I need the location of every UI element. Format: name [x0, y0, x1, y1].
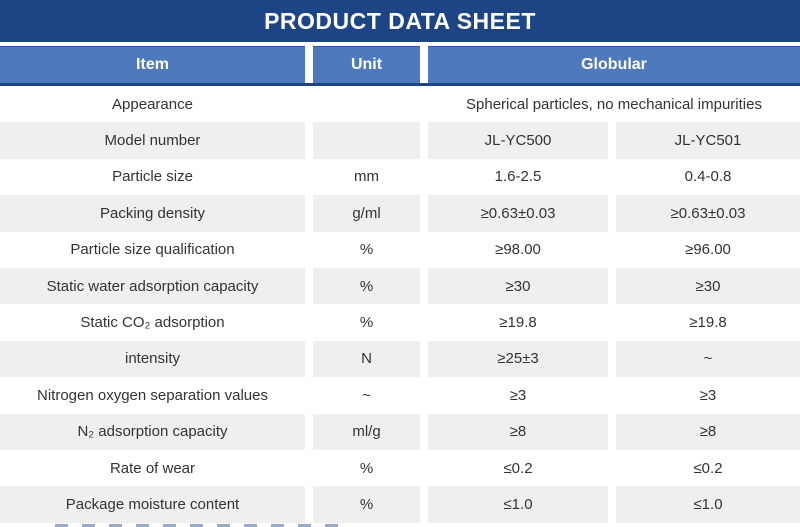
value-cell-yc500: ≤1.0	[428, 486, 608, 523]
header-unit: Unit	[313, 46, 420, 83]
value-cell-yc501: ≥0.63±0.03	[616, 195, 800, 232]
page-title: PRODUCT DATA SHEET	[264, 7, 536, 34]
title-header-divider	[0, 42, 800, 46]
header-globular: Globular	[428, 46, 800, 83]
item-cell: Packing density	[0, 195, 305, 232]
item-cell: Rate of wear	[109, 459, 196, 477]
value-cell-yc501: ≤0.2	[693, 459, 723, 477]
table-row: intensity N ≥25±3 ~	[0, 340, 800, 378]
unit-cell: %	[359, 314, 374, 332]
unit-cell: %	[359, 459, 374, 477]
table-header-row: Item Unit Globular	[0, 46, 800, 86]
value-cell-yc500: ≥19.8	[499, 314, 537, 332]
item-cell: Nitrogen oxygen separation values	[37, 386, 268, 404]
item-cell: Model number	[0, 122, 305, 159]
cutoff-next-section-fragment	[55, 524, 340, 527]
value-cell-yc500: ≥0.63±0.03	[428, 195, 608, 232]
value-cell-yc500: ≤0.2	[503, 459, 533, 477]
value-cell-yc501: JL-YC501	[616, 122, 800, 159]
table-row: Package moisture content % ≤1.0 ≤1.0	[0, 486, 800, 523]
value-cell-yc500: 1.6-2.5	[494, 168, 542, 186]
unit-cell: ~	[362, 386, 371, 404]
value-cell-yc500: ≥3	[509, 386, 527, 404]
item-cell: Package moisture content	[0, 486, 305, 523]
table-row: Nitrogen oxygen separation values ~ ≥3 ≥…	[0, 377, 800, 414]
title-bar: PRODUCT DATA SHEET	[0, 0, 800, 42]
unit-cell	[313, 86, 420, 122]
table-row: Model number JL-YC500 JL-YC501	[0, 122, 800, 159]
table-row: Static water adsorption capacity % ≥30 ≥…	[0, 267, 800, 305]
table-row: Particle size qualification % ≥98.00 ≥96…	[0, 231, 800, 268]
value-cell-yc501: ~	[616, 340, 800, 378]
value-cell-yc501: ≤1.0	[616, 486, 800, 523]
value-cell-yc501: ≥96.00	[685, 241, 731, 259]
unit-cell: %	[359, 241, 374, 259]
table-row-appearance: Appearance Spherical particles, no mecha…	[0, 86, 800, 123]
value-cell-yc501: ≥8	[616, 413, 800, 450]
table-row: Packing density g/ml ≥0.63±0.03 ≥0.63±0.…	[0, 195, 800, 232]
value-cell-yc501: 0.4-0.8	[684, 168, 732, 186]
unit-cell: %	[313, 486, 420, 523]
value-cell-yc500: JL-YC500	[428, 122, 608, 159]
item-cell: Particle size	[112, 168, 193, 186]
table-row: N₂ adsorption capacity ml/g ≥8 ≥8	[0, 413, 800, 450]
item-cell: Static CO₂ adsorption	[80, 314, 225, 332]
item-cell: N₂ adsorption capacity	[0, 413, 305, 450]
value-cell-yc501: ≥30	[616, 267, 800, 305]
item-cell: Appearance	[112, 95, 193, 113]
value-cell-span: Spherical particles, no mechanical impur…	[466, 95, 762, 113]
table-row: Static CO₂ adsorption % ≥19.8 ≥19.8	[0, 304, 800, 341]
unit-cell: N	[313, 340, 420, 378]
unit-cell: g/ml	[313, 195, 420, 232]
item-cell: Static water adsorption capacity	[0, 267, 305, 305]
unit-cell	[313, 122, 420, 159]
unit-cell: ml/g	[313, 413, 420, 450]
item-cell: intensity	[0, 340, 305, 378]
table-row: Particle size mm 1.6-2.5 0.4-0.8	[0, 158, 800, 196]
unit-cell: %	[313, 267, 420, 305]
value-cell-yc500: ≥30	[428, 267, 608, 305]
unit-cell: mm	[354, 168, 379, 186]
item-cell: Particle size qualification	[70, 241, 235, 259]
value-cell-yc501: ≥3	[699, 386, 717, 404]
value-cell-yc500: ≥8	[428, 413, 608, 450]
value-cell-yc500: ≥25±3	[428, 340, 608, 378]
header-item: Item	[0, 46, 305, 83]
value-cell-yc500: ≥98.00	[495, 241, 541, 259]
value-cell-yc501: ≥19.8	[689, 314, 727, 332]
table-row: Rate of wear % ≤0.2 ≤0.2	[0, 449, 800, 487]
